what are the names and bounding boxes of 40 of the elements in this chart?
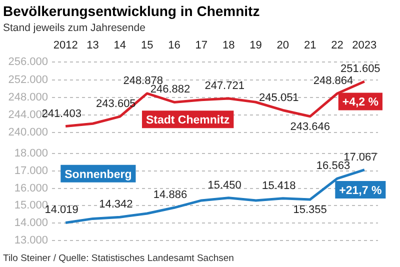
y-tick-label: 16.000 (14, 182, 48, 194)
y-tick-label: 248.000 (8, 91, 48, 104)
data-label: 15.355 (293, 204, 327, 216)
y-tick-label: 252.000 (8, 74, 48, 86)
data-label: 14.886 (153, 189, 188, 202)
chart-subtitle: Stand jeweils zum Jahresende (2, 21, 146, 36)
x-tick-label: 17 (195, 40, 208, 52)
x-tick-label: 2012 (53, 40, 78, 52)
data-label: 251.605 (340, 63, 380, 76)
x-tick-label: 21 (304, 40, 316, 52)
text: Tilo Steiner / Quelle: Statistisches Landesamt Sachsen (2, 252, 235, 264)
text: Sonnenberg (64, 168, 132, 181)
data-label: 243.646 (290, 120, 330, 133)
x-tick-label: 16 (168, 40, 180, 52)
annotation: +21,7 % (339, 184, 382, 197)
y-tick-label: 17.000 (14, 164, 48, 177)
series-label: Stadt Chemnitz (146, 114, 230, 127)
data-label: 246.882 (150, 84, 190, 96)
chart-title: Bevölkerungsentwicklung in Chemnitz (2, 2, 261, 20)
data-label: 245.051 (259, 92, 299, 104)
x-tick-label: 2023 (352, 40, 377, 52)
x-tick-label: 18 (222, 40, 235, 52)
x-tick-label: 14 (114, 40, 126, 52)
y-tick-label: 240.000 (8, 126, 48, 138)
annotation: +4,2 % (342, 96, 378, 109)
x-tick-label: 15 (140, 40, 154, 52)
data-label: 14.342 (99, 198, 133, 211)
y-tick-label: 18.000 (14, 148, 48, 160)
x-tick-label: 13 (86, 40, 99, 52)
y-tick-label: 256.000 (8, 56, 48, 68)
data-label: 15.450 (208, 179, 242, 192)
y-tick-label: 13.000 (14, 234, 48, 246)
data-label: 247.721 (204, 80, 244, 92)
data-label: 16.563 (316, 160, 350, 172)
y-tick-label: 14.000 (14, 217, 48, 230)
data-label: 248.864 (313, 75, 354, 88)
x-tick-label: 20 (276, 40, 290, 52)
x-tick-label: 22 (331, 40, 344, 52)
x-tick-label: 19 (250, 40, 262, 52)
data-label: 15.418 (262, 180, 296, 192)
